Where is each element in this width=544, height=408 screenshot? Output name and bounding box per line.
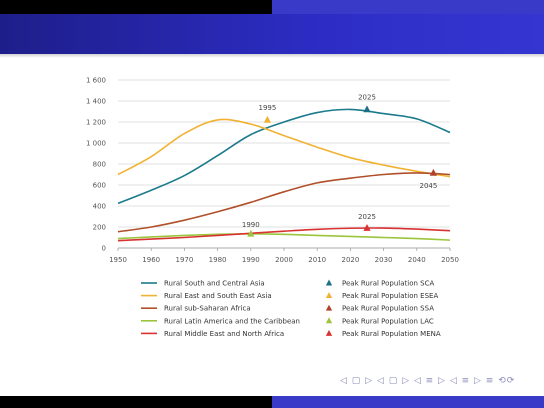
y-tick-label: 800 (93, 161, 106, 169)
legend-label: Peak Rural Population ESEA (342, 292, 438, 300)
bottom-strip-right (272, 396, 544, 408)
x-tick-label: 2000 (275, 256, 293, 264)
series-line-4 (117, 227, 451, 242)
y-tick-label: 0 (102, 245, 106, 253)
y-tick-label: 600 (93, 182, 106, 190)
y-tick-label: 200 (93, 224, 106, 232)
x-tick-label: 1980 (209, 256, 227, 264)
peak-year-label: 1990 (242, 221, 260, 229)
bottom-footer-strip (0, 396, 544, 408)
y-tick-label: 400 (93, 203, 106, 211)
legend-marker (325, 279, 333, 286)
legend-label: Peak Rural Population SCA (342, 280, 435, 288)
series-lines (117, 108, 451, 242)
legend-label: Rural Latin America and the Caribbean (164, 317, 300, 325)
peak-markers: 2025 1995 2045 1990 2025 (242, 93, 437, 237)
legend-label: Peak Rural Population MENA (342, 330, 441, 338)
x-tick-label: 1970 (175, 256, 193, 264)
x-tick-label: 2040 (408, 256, 426, 264)
y-tick-label: 1 600 (86, 77, 106, 85)
frame-title-bar (0, 14, 544, 58)
top-strip-right (272, 0, 544, 14)
peak-marker (429, 168, 437, 176)
x-tick-label: 1990 (242, 256, 260, 264)
y-tick-label: 1 200 (86, 119, 106, 127)
x-tick-label: 2010 (308, 256, 326, 264)
legend-label: Rural Middle East and North Africa (164, 330, 284, 338)
title-bar-shadow (0, 54, 544, 58)
legend-label: Peak Rural Population LAC (342, 317, 434, 325)
series-line-0 (117, 108, 451, 205)
beamer-navigation-symbols[interactable]: ◁ ▢ ▷ ◁ ▢ ▷ ◁ ≡ ▷ ◁ ≡ ▷ ≡ ⟲⟳ (340, 376, 516, 386)
y-tick-label: 1 400 (86, 98, 106, 106)
x-tick-label: 2030 (375, 256, 393, 264)
y-axis: 0 200 400 600 800 1 000 1 200 1 400 1 600 (86, 77, 106, 253)
legend-marker (325, 329, 333, 336)
peak-marker (363, 224, 371, 231)
x-tick-label: 2050 (441, 256, 459, 264)
top-header-strip (0, 0, 544, 14)
grid-lines (118, 79, 450, 249)
legend-marker (325, 317, 333, 324)
x-tick-label: 2020 (341, 256, 359, 264)
peak-year-label: 2025 (358, 213, 376, 221)
legend-marker (325, 304, 333, 311)
x-axis: 1950 1960 1970 1980 1990 2000 2010 2020 2030 2040… (109, 247, 459, 264)
legend-label: Peak Rural Population SSA (342, 305, 434, 313)
legend: Rural South and Central Asia Rural East a… (141, 279, 441, 338)
x-tick-label: 1950 (109, 256, 127, 264)
x-tick-label: 1960 (142, 256, 160, 264)
peak-marker (363, 105, 371, 113)
legend-label: Rural East and South East Asia (164, 292, 272, 300)
legend-marker (325, 292, 333, 299)
legend-label: Rural sub-Saharan Africa (164, 305, 251, 313)
peak-year-label: 1995 (258, 104, 276, 112)
peak-year-label: 2025 (358, 93, 376, 101)
peak-marker (247, 229, 255, 237)
series-line-1 (117, 118, 451, 178)
bottom-strip-left (0, 396, 272, 408)
legend-label: Rural South and Central Asia (164, 280, 265, 288)
series-line-2 (117, 172, 451, 233)
y-tick-label: 1 000 (86, 140, 106, 148)
peak-marker (263, 115, 271, 123)
peak-year-label: 2045 (419, 182, 437, 190)
series-line-3 (117, 233, 451, 241)
top-strip-left (0, 0, 272, 14)
